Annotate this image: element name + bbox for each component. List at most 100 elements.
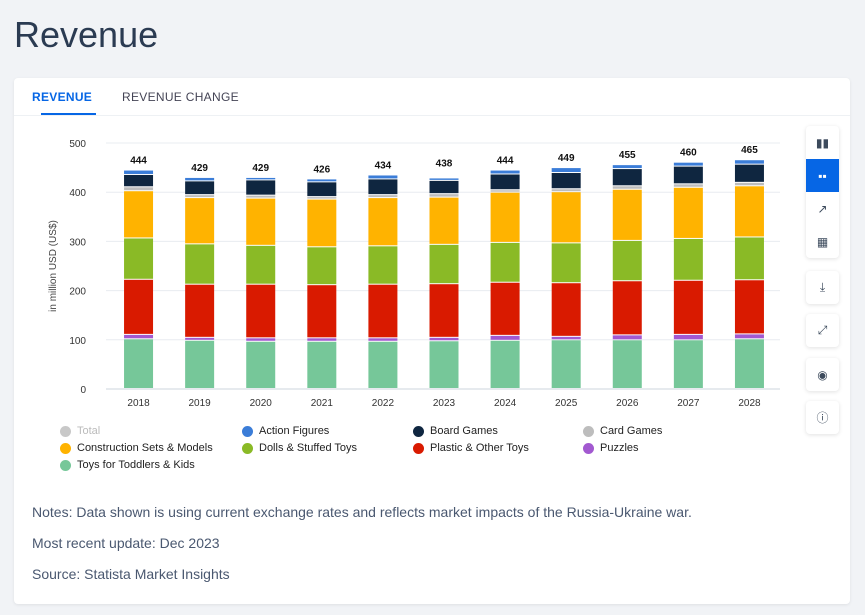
bar-segment — [612, 340, 642, 388]
bar-segment — [612, 335, 642, 340]
bar-segment — [185, 181, 215, 195]
update-text: Most recent update: Dec 2023 — [32, 535, 220, 551]
bar-segment — [307, 197, 337, 199]
bar-segment — [124, 187, 154, 191]
x-tick-label: 2019 — [189, 398, 212, 409]
legend-label: Puzzles — [600, 442, 639, 454]
bar-segment — [246, 284, 276, 338]
y-tick-label: 0 — [80, 385, 86, 396]
legend-item[interactable]: Toys for Toddlers & Kids — [60, 459, 195, 471]
tab-revenue[interactable]: REVENUE — [32, 90, 97, 115]
stacked-bar-icon[interactable]: ▪▪ — [806, 159, 839, 192]
legend-dot-icon — [60, 442, 71, 454]
total-label: 434 — [375, 160, 392, 171]
bar-segment — [429, 341, 459, 388]
bar-segment — [368, 179, 398, 195]
bar-segment — [185, 337, 215, 340]
bar-segment — [734, 334, 764, 339]
bar-segment — [551, 283, 581, 336]
x-tick-label: 2026 — [616, 398, 639, 409]
legend-label: Dolls & Stuffed Toys — [259, 442, 358, 454]
total-label: 460 — [680, 148, 697, 159]
bar-segment — [612, 186, 642, 189]
bar-segment — [551, 192, 581, 243]
bar-segment — [124, 334, 154, 339]
download-icon[interactable]: ⤓ — [819, 280, 826, 294]
bar-segment — [185, 198, 215, 244]
bar-segment — [551, 168, 581, 173]
bar-segment — [185, 244, 215, 284]
hide-icon[interactable]: ◉ — [817, 367, 828, 382]
bar-segment — [124, 170, 154, 174]
x-tick-label: 2021 — [311, 398, 334, 409]
line-chart-icon[interactable]: ↗ — [817, 201, 828, 216]
bar-segment — [734, 237, 764, 280]
bar-segment — [124, 279, 154, 334]
y-tick-label: 200 — [69, 287, 86, 298]
bar-segment — [246, 180, 276, 195]
bar-segment — [673, 340, 703, 388]
x-tick-label: 2028 — [738, 398, 761, 409]
legend-item[interactable]: Construction Sets & Models — [60, 442, 213, 454]
y-tick-label: 300 — [69, 237, 86, 248]
legend-item[interactable]: Puzzles — [583, 442, 639, 454]
bar-segment — [185, 340, 215, 388]
bar-segment — [673, 166, 703, 184]
revenue-chart: 0 100 200 300 400 500 in million USD (US$) 444 2… — [48, 139, 780, 409]
bar-segment — [734, 160, 764, 164]
y-tick-label: 500 — [69, 139, 86, 150]
bar-segment — [185, 284, 215, 337]
notes-text: Notes: Data shown is using current excha… — [32, 504, 692, 520]
total-label: 465 — [741, 145, 758, 156]
legend-item[interactable]: Card Games — [583, 425, 662, 437]
info-button[interactable]: ⓘ — [806, 401, 839, 434]
source-text: Source: Statista Market Insights — [32, 566, 230, 582]
bar-chart-icon[interactable]: ▮▮ — [815, 135, 830, 150]
bar-segment — [612, 189, 642, 240]
bar-segment — [124, 339, 154, 388]
expand-icon[interactable]: ⤢ — [817, 323, 828, 337]
bar-segment — [490, 340, 520, 388]
bar-segment — [368, 338, 398, 341]
legend-item[interactable]: Board Games — [413, 425, 498, 437]
legend-item[interactable]: Total — [60, 425, 100, 437]
bar-segment — [673, 184, 703, 187]
y-tick-label: 100 — [69, 336, 86, 347]
total-label: 455 — [619, 150, 636, 161]
page-title: Revenue — [14, 14, 159, 55]
bar-segment — [490, 170, 520, 174]
bar-segment — [612, 281, 642, 335]
info-icon[interactable]: ⓘ — [816, 411, 829, 425]
bar-segment — [124, 174, 154, 187]
bar-segment — [429, 284, 459, 337]
legend-label: Board Games — [430, 425, 498, 437]
total-label: 429 — [252, 163, 269, 174]
bar-segment — [368, 198, 398, 246]
bar-segment — [307, 247, 337, 285]
bar-segment — [673, 238, 703, 280]
legend-dot-icon — [242, 425, 253, 437]
hide-button[interactable]: ◉ — [806, 358, 839, 391]
legend-label: Action Figures — [259, 425, 330, 437]
bar-segment — [246, 177, 276, 180]
legend-item[interactable]: Dolls & Stuffed Toys — [242, 442, 357, 454]
legend-item[interactable]: Action Figures — [242, 425, 329, 437]
bar-segment — [246, 195, 276, 198]
bar-segment — [429, 337, 459, 341]
bar-segment — [551, 173, 581, 189]
bar-segment — [734, 186, 764, 237]
bar-segment — [734, 182, 764, 186]
legend-dot-icon — [583, 425, 594, 437]
legend-item[interactable]: Plastic & Other Toys — [413, 442, 529, 454]
download-button[interactable]: ⤓ — [806, 271, 839, 304]
bar-segment — [429, 197, 459, 244]
bar-segment — [368, 175, 398, 179]
tab-revenue-change[interactable]: REVENUE CHANGE — [122, 90, 239, 104]
table-icon[interactable]: ▦ — [816, 234, 829, 249]
x-tick-label: 2023 — [433, 398, 456, 409]
legend-dot-icon — [583, 442, 594, 454]
bar-segment — [429, 194, 459, 197]
legend-label: Card Games — [600, 425, 663, 437]
expand-button[interactable]: ⤢ — [806, 314, 839, 347]
bar-segment — [368, 284, 398, 338]
